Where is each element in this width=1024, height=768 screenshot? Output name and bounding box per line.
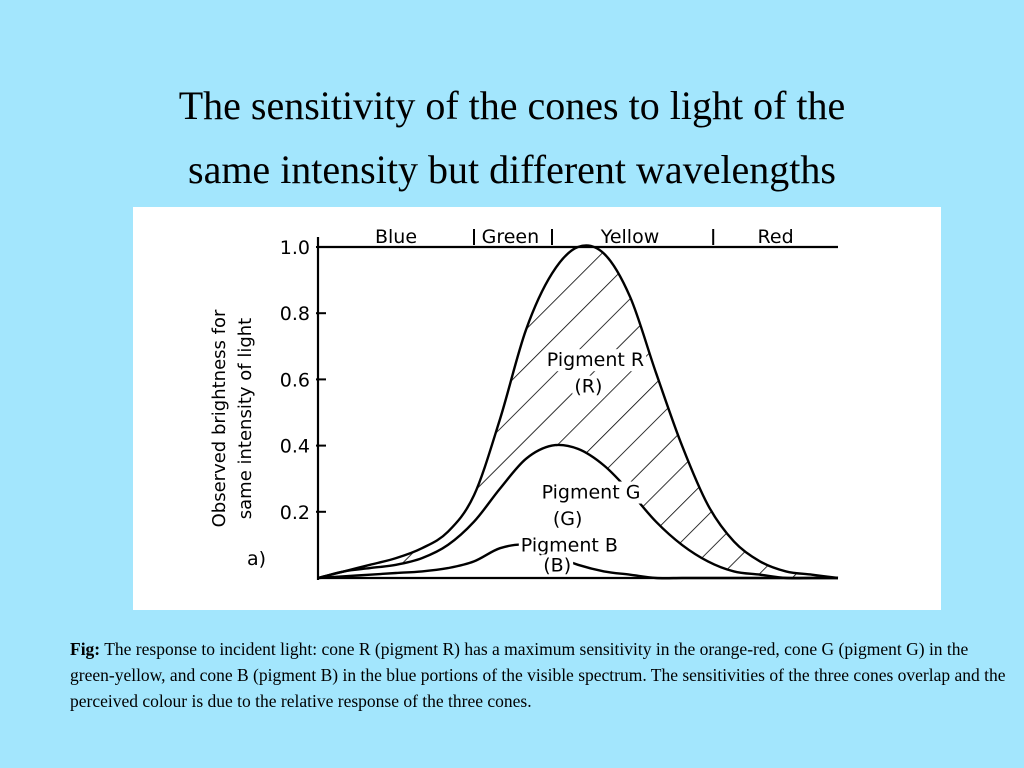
title-line-2: same intensity but different wavelengths	[188, 147, 836, 192]
slide-title: The sensitivity of the cones to light of…	[0, 74, 1024, 202]
label-backing	[544, 349, 647, 372]
pigment-g-label: Pigment G	[542, 482, 641, 504]
y-axis-label-line-2: same intensity of light	[235, 318, 256, 519]
label-backing	[550, 508, 585, 531]
pigment-g-curve	[317, 443, 838, 580]
pigment-r-label: Pigment R	[547, 349, 644, 371]
label-backing	[518, 534, 620, 557]
band-label-green: Green	[482, 226, 540, 248]
panel-label: a)	[247, 548, 266, 570]
label-backing	[541, 554, 574, 577]
label-backing	[539, 481, 643, 504]
band-label-yellow: Yellow	[600, 226, 660, 248]
caption-label: Fig:	[70, 639, 101, 659]
y-axis-label-line-1: Observed brightness for	[209, 309, 230, 527]
band-label-red: Red	[758, 226, 794, 248]
pigment-g-code: (G)	[553, 508, 583, 530]
figure-panel: 1.0 0.8 0.6 0.4 0.2 Blue Green Yellow Red Observ…	[133, 207, 941, 610]
title-line-1: The sensitivity of the cones to light of…	[178, 83, 846, 128]
label-backing	[572, 375, 605, 398]
pigment-r-hatch-area	[318, 245, 838, 578]
y-tick-label: 0.4	[280, 436, 310, 458]
figure-caption: Fig: The response to incident light: con…	[70, 636, 1010, 714]
y-tick-label: 0.6	[280, 369, 310, 391]
caption-text: The response to incident light: cone R (…	[70, 639, 1006, 711]
pigment-r-code: (R)	[574, 376, 602, 398]
y-tick-label: 1.0	[280, 237, 310, 259]
band-label-blue: Blue	[375, 226, 417, 248]
y-tick-label: 0.2	[280, 502, 310, 524]
pigment-b-label: Pigment B	[521, 535, 618, 557]
pigment-b-code: (B)	[543, 554, 571, 576]
cone-sensitivity-chart: 1.0 0.8 0.6 0.4 0.2 Blue Green Yellow Red Observ…	[209, 226, 839, 580]
y-axis-label: Observed brightness for same intensity of…	[209, 309, 256, 527]
y-tick-label: 0.8	[280, 303, 310, 325]
